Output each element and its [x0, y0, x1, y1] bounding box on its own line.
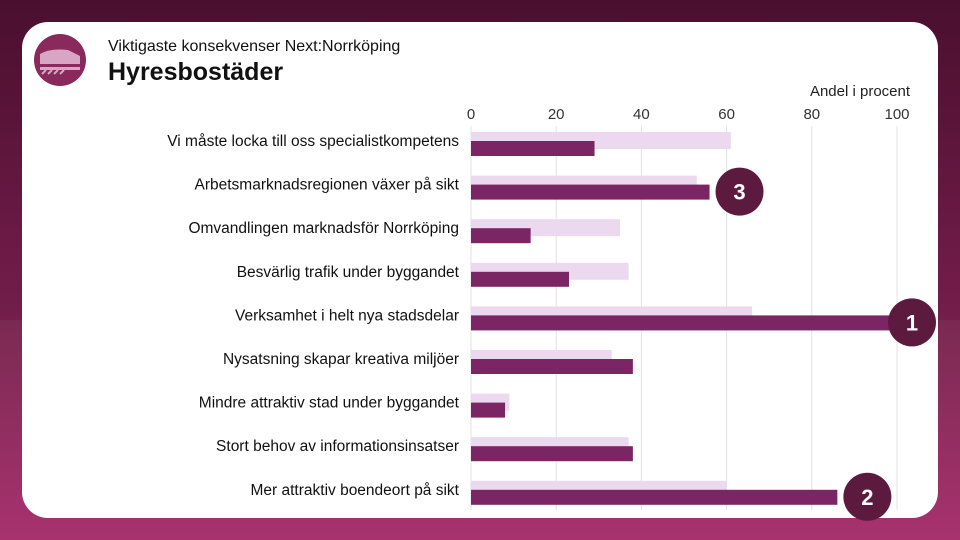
bar-primary [471, 315, 897, 331]
category-label: Stort behov av informationsinsatser [216, 438, 459, 455]
bar-primary [471, 402, 506, 418]
bar-primary [471, 271, 569, 287]
bar-primary [471, 184, 710, 200]
train-icon [40, 49, 80, 75]
chart-title: Hyresbostäder [108, 58, 284, 86]
logo [34, 34, 86, 86]
x-tick-label: 20 [548, 106, 565, 123]
bar-primary [471, 359, 633, 374]
category-label: Arbetsmarknadsregionen växer på sikt [195, 177, 460, 194]
x-tick-label: 100 [884, 106, 909, 123]
x-tick-label: 40 [633, 106, 650, 123]
bar-primary [471, 228, 531, 244]
rank-badge [843, 472, 892, 521]
category-label: Mindre attraktiv stad under byggandet [199, 395, 460, 412]
category-label: Mer attraktiv boendeort på sikt [251, 482, 460, 499]
rank-badge [888, 298, 936, 347]
x-tick-label: 80 [803, 106, 820, 123]
bar-primary [471, 446, 633, 462]
x-axis-title: Andel i procent [809, 83, 911, 100]
rank-badge-label: 3 [733, 180, 745, 205]
bar-primary [471, 489, 838, 505]
bar-primary [471, 141, 595, 156]
category-label: Besvärlig trafik under byggandet [237, 264, 460, 281]
rank-badge [715, 167, 764, 216]
x-tick-label: 60 [718, 106, 735, 123]
category-label: Nysatsning skapar kreativa miljöer [223, 351, 459, 368]
category-label: Vi måste locka till oss specialistkompet… [167, 133, 459, 150]
category-label: Verksamhet i helt nya stadsdelar [235, 307, 459, 324]
x-tick-label: 0 [467, 106, 475, 123]
rank-badge-label: 2 [861, 485, 873, 510]
chart-subtitle: Viktigaste konsekvenser Next:Norrköping [108, 38, 401, 55]
rank-badge-label: 1 [906, 310, 918, 335]
category-label: Omvandlingen marknadsför Norrköping [188, 220, 459, 237]
